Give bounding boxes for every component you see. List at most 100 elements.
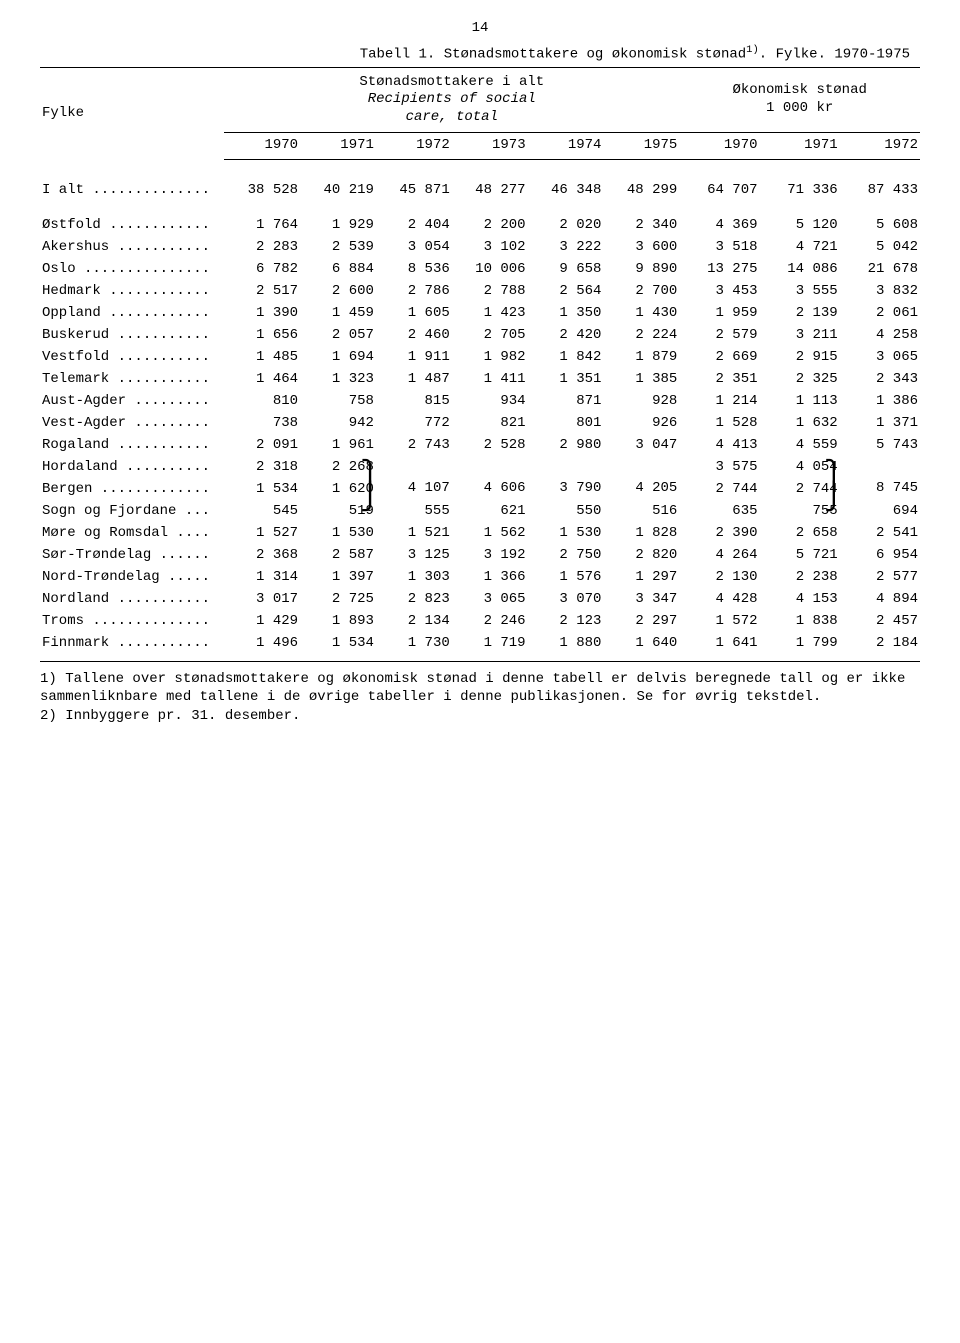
cell: 1 880 [528,632,604,662]
cell: 4 369 [679,201,759,236]
table-row: Rogaland ...........2 0911 9612 7432 528… [40,434,920,456]
cell: 14 086 [760,258,840,280]
cell: 1 828 [603,522,679,544]
cell: 3 518 [679,236,759,258]
cell: 2 134 [376,610,452,632]
cell: 1 397 [300,566,376,588]
cell: 1 799 [760,632,840,662]
row-label: I alt .............. [40,160,224,202]
cell: 2 200 [452,201,528,236]
cell: 2 744⎭ [760,478,840,500]
row-label: Sør-Trøndelag ...... [40,544,224,566]
table-row: Hedmark ............2 5172 6002 7862 788… [40,280,920,302]
cell: 1 982 [452,346,528,368]
cell: 2 020 [528,201,604,236]
cell: 2 420 [528,324,604,346]
cell: 694 [840,500,920,522]
cell: 4 559 [760,434,840,456]
cell: 1 385 [603,368,679,390]
cell: 1 113 [760,390,840,412]
title-sup: 1) [746,44,759,56]
cell: 1 929 [300,201,376,236]
cell: 4 894 [840,588,920,610]
g2l1: Økonomisk stønad [732,82,866,98]
cell: 1 464 [224,368,300,390]
table-body: I alt ..............38 52840 21945 87148… [40,160,920,662]
table-row: Sogn og Fjordane ...54551955562155051663… [40,500,920,522]
cell: 1 366 [452,566,528,588]
g2l2: 1 000 kr [766,100,833,116]
row-label: Østfold ............ [40,201,224,236]
cell: 2 238 [760,566,840,588]
cell: 871 [528,390,604,412]
cell: 2 351 [679,368,759,390]
cell: 46 348 [528,160,604,202]
cell: 755 [760,500,840,522]
cell: 1 576 [528,566,604,588]
col-group2-header: Økonomisk stønad 1 000 kr [679,67,920,133]
cell: 2 750 [528,544,604,566]
cell: 2 539 [300,236,376,258]
table-row: Akershus ...........2 2832 5393 0543 102… [40,236,920,258]
cell: 1 694 [300,346,376,368]
table-row: Telemark ...........1 4641 3231 4871 411… [40,368,920,390]
cell: 1 605 [376,302,452,324]
row-label: Buskerud ........... [40,324,224,346]
cell: 3 575 [679,456,759,478]
cell: 45 871 [376,160,452,202]
cell: 40 219 [300,160,376,202]
cell: 621 [452,500,528,522]
row-label: Sogn og Fjordane ... [40,500,224,522]
cell: 1 893 [300,610,376,632]
row-label: Hordaland .......... [40,456,224,478]
cell: 21 678 [840,258,920,280]
cell: 2 224 [603,324,679,346]
table-title: Tabell 1. Stønadsmottakere og økonomisk … [40,44,920,63]
cell: 2 368 [224,544,300,566]
cell: 48 277 [452,160,528,202]
cell: 1 323 [300,368,376,390]
cell: 4 428 [679,588,759,610]
cell: 1 562 [452,522,528,544]
cell: 3 102 [452,236,528,258]
cell: 2 743 [376,434,452,456]
cell: 3 347 [603,588,679,610]
cell: 3 453 [679,280,759,302]
table-row: Aust-Agder .........8107588159348719281 … [40,390,920,412]
cell: 550 [528,500,604,522]
cell: 9 658 [528,258,604,280]
cell: 1 350 [528,302,604,324]
cell: 519 [300,500,376,522]
cell: 1 641 [679,632,759,662]
cell: 2 725 [300,588,376,610]
row-label: Vest-Agder ......... [40,412,224,434]
cell: 1 430 [603,302,679,324]
cell: 2 915 [760,346,840,368]
row-label: Hedmark ............ [40,280,224,302]
cell: 2 325 [760,368,840,390]
cell: 516 [603,500,679,522]
cell: 555 [376,500,452,522]
cell: 2 297 [603,610,679,632]
cell: 9 890 [603,258,679,280]
yr-g2-1: 1971 [760,133,840,160]
cell: 4 264 [679,544,759,566]
row-label: Møre og Romsdal .... [40,522,224,544]
cell: 5 608 [840,201,920,236]
cell: 1 423 [452,302,528,324]
cell: 815 [376,390,452,412]
table-row: Vest-Agder .........7389427728218019261 … [40,412,920,434]
cell: 926 [603,412,679,434]
cell: 1 386 [840,390,920,412]
cell: 2 091 [224,434,300,456]
cell: 3 192 [452,544,528,566]
table-row: Oslo ...............6 7826 8848 53610 00… [40,258,920,280]
cell: 2 246 [452,610,528,632]
cell: 3 017 [224,588,300,610]
cell: 2 343 [840,368,920,390]
cell: 1 297 [603,566,679,588]
cell: 3 555 [760,280,840,302]
cell: 2 577 [840,566,920,588]
cell: 2 130 [679,566,759,588]
cell: 2 820 [603,544,679,566]
